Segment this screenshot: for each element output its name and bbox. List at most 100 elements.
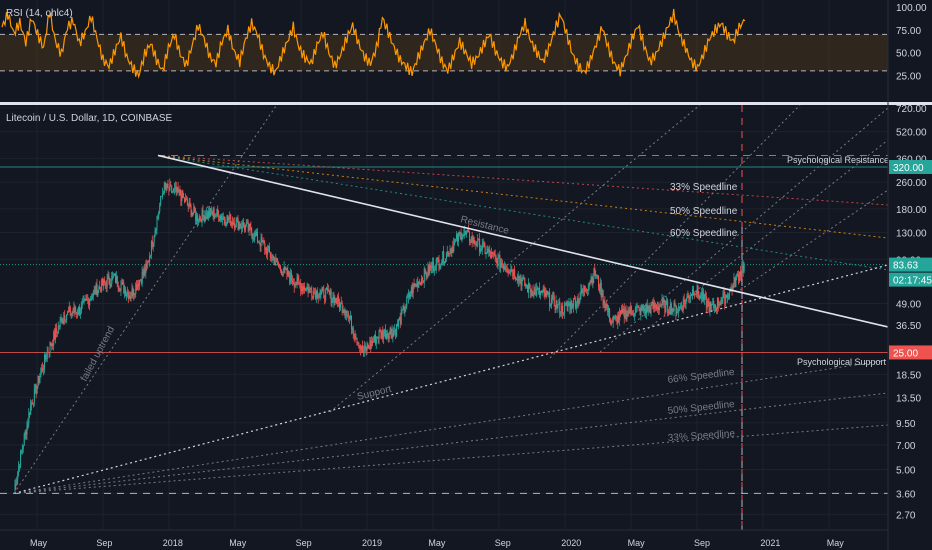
candle-body (681, 306, 683, 308)
candle-body (732, 283, 734, 291)
candle-body (140, 279, 142, 284)
candle-body (86, 299, 88, 301)
candle-body (307, 287, 309, 293)
candle-body (294, 284, 296, 288)
candle-body (233, 222, 235, 225)
candle-body (210, 208, 212, 213)
time-axis-tick: May (229, 538, 247, 548)
candle-body (648, 305, 650, 308)
candle-body (528, 283, 530, 289)
candle-body (326, 287, 328, 290)
candle-body (181, 190, 183, 202)
candle-body (336, 302, 338, 305)
candle-body (449, 249, 451, 254)
candle-body (337, 296, 339, 305)
candle-body (519, 279, 521, 281)
candle-body (259, 243, 261, 247)
price-axis-tick: 13.50 (896, 393, 921, 404)
candle-body (245, 225, 247, 230)
candle-body (101, 279, 103, 292)
candle-body (239, 223, 241, 228)
candle-body (310, 287, 312, 291)
candle-body (704, 294, 706, 297)
candle-body (480, 248, 482, 250)
price-badge-bg (889, 257, 932, 272)
candle-body (486, 249, 488, 254)
candle-body (614, 315, 616, 317)
candle-body (25, 431, 27, 435)
candle-body (263, 240, 265, 244)
candle-body (355, 338, 357, 339)
candle-body (172, 191, 174, 193)
candle-body (396, 324, 398, 337)
candle-body (359, 346, 361, 349)
candle-body (443, 251, 445, 264)
candle-body (139, 279, 141, 281)
time-axis[interactable]: May Sep 2018 May Sep 2019 May Sep 2020 May Sep 2021… (30, 538, 844, 548)
candle-body (68, 311, 70, 313)
candle-body (419, 281, 421, 283)
speedline-33-bottom-label: 33% Speedline (667, 428, 735, 444)
candle-body (563, 303, 565, 314)
time-axis-tick: May (428, 538, 446, 548)
candle-body (82, 300, 84, 303)
candle-body (388, 332, 390, 339)
candle-body (579, 297, 581, 301)
candle-body (71, 312, 73, 314)
price-axis-tick: 360.00 (896, 154, 927, 165)
candle-body (79, 307, 81, 315)
candle-body (122, 281, 124, 283)
candle-body (127, 292, 129, 299)
candle-body (80, 312, 82, 315)
candle-body (160, 195, 162, 206)
candle-body (408, 293, 410, 298)
candle-body (169, 184, 171, 191)
speedline-bottom (13, 359, 888, 494)
candle-body (200, 218, 202, 223)
candle-body (189, 202, 191, 206)
candle-body (501, 263, 503, 265)
candle-body (575, 304, 577, 308)
candle-body (421, 277, 423, 281)
panel-separator[interactable] (0, 102, 932, 105)
candle-body (518, 275, 520, 281)
candle-body (202, 209, 204, 216)
candle-body (36, 385, 38, 393)
candle-body (227, 215, 229, 220)
candle-body (43, 368, 45, 371)
candle-body (269, 252, 271, 258)
candle-body (690, 295, 692, 298)
candle-body (334, 298, 336, 305)
candle-body (78, 307, 80, 314)
candle-body (304, 286, 306, 290)
rsi-series-line (1, 8, 746, 79)
candle-body (674, 302, 676, 306)
candle-body (276, 258, 278, 261)
candle-body (446, 251, 448, 254)
candle-body (42, 367, 44, 371)
candle-body (194, 207, 196, 213)
candle-body (725, 297, 727, 304)
candle-body (669, 311, 671, 314)
candle-body (397, 324, 399, 327)
candle-body (97, 289, 99, 296)
candle-body (452, 246, 454, 252)
candle-body (604, 301, 606, 308)
candle-body (464, 231, 466, 234)
candle-body (156, 217, 158, 230)
candle-body (551, 295, 553, 299)
candle-body (726, 295, 728, 298)
candle-body (742, 265, 744, 272)
candle-body (496, 258, 498, 267)
time-axis-tick: Sep (296, 538, 312, 548)
candle-body (346, 315, 348, 317)
candle-body (64, 315, 66, 320)
candle-body (502, 264, 504, 266)
candle-body (410, 294, 412, 297)
candle-body (708, 302, 710, 312)
candle-body (508, 271, 510, 273)
candle-body (311, 290, 313, 297)
price-badge: 320.00 (893, 163, 924, 174)
candle-body (38, 376, 40, 384)
candle-body (73, 307, 75, 313)
